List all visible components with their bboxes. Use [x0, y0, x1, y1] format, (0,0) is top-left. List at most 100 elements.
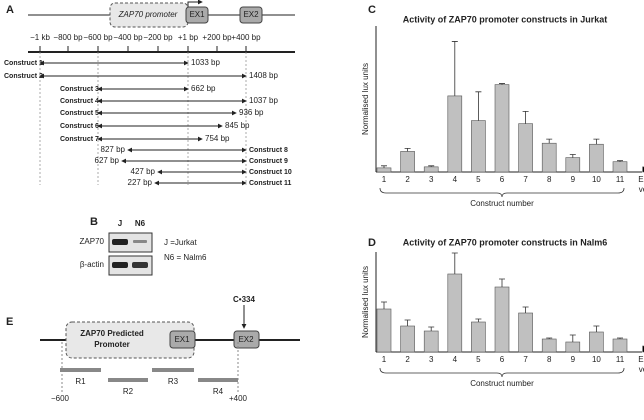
- chart-title: Activity of ZAP70 promoter constructs in…: [403, 237, 608, 247]
- construct-length: 845 bp: [225, 121, 250, 130]
- error-bar: [499, 278, 505, 287]
- bar: [376, 167, 392, 173]
- site-label: C•334: [233, 295, 255, 304]
- bar: [423, 166, 439, 173]
- brace: [379, 187, 625, 198]
- error-bar: [522, 110, 529, 124]
- construct-name: Construct 2: [4, 73, 43, 80]
- scale-label: −600 bp: [83, 33, 113, 42]
- construct-length: 662 bp: [191, 84, 216, 93]
- scale-label: +200 bp: [202, 33, 232, 42]
- text-line: Promoter: [94, 340, 130, 349]
- scale-label: −1 kb: [30, 33, 50, 42]
- region: [152, 368, 194, 372]
- error-bar: [475, 318, 482, 322]
- exon: [239, 6, 263, 24]
- bar: [423, 330, 439, 353]
- error-bar: [569, 154, 576, 158]
- error-bar: [451, 252, 458, 274]
- error-bar: [569, 334, 576, 342]
- x-tick-label: 4: [453, 355, 458, 364]
- region: [198, 378, 238, 382]
- bar: [518, 312, 533, 353]
- error-bar: [593, 325, 600, 332]
- error-bar: [381, 301, 387, 309]
- construct-name: Construct 6: [60, 123, 99, 130]
- exon-label: EX2: [243, 10, 259, 19]
- construct-name: Construct 4: [60, 98, 99, 105]
- x-tick-label: 8: [547, 355, 552, 364]
- x-tick-label: 7: [523, 355, 528, 364]
- x-tick-label: 1: [382, 175, 387, 184]
- x-tick-label: 11: [616, 175, 625, 184]
- region-label: R2: [123, 387, 134, 396]
- chart-title: Activity of ZAP70 promoter constructs in…: [403, 14, 608, 24]
- bar: [400, 151, 415, 173]
- panel-label: C: [368, 4, 376, 16]
- error-bar: [522, 306, 529, 313]
- x-tick-label: 10: [592, 175, 601, 184]
- exon-label: EX1: [174, 335, 190, 344]
- x-tick-label: 1: [382, 355, 387, 364]
- x-tick-label: Emptyvector: [638, 175, 644, 194]
- blot-frame: [108, 255, 153, 276]
- row-label: ZAP70: [80, 237, 105, 246]
- bar: [518, 123, 533, 173]
- region-label: R3: [168, 377, 179, 386]
- bar: [612, 338, 628, 353]
- scale-label: −200 bp: [143, 33, 173, 42]
- error-bar: [404, 319, 411, 326]
- error-bar: [617, 337, 623, 339]
- construct-name: Construct 8: [249, 147, 288, 154]
- construct-name: Construct 7: [60, 136, 99, 143]
- construct-length: 827 bp: [101, 145, 126, 154]
- construct-length: 627 bp: [95, 156, 120, 165]
- bar: [642, 166, 644, 173]
- x-axis-label: Construct number: [470, 379, 534, 388]
- text-line: ZAP70 Predicted: [80, 329, 144, 338]
- error-bar: [428, 326, 435, 331]
- x-tick-label: 2: [405, 175, 410, 184]
- band: [133, 240, 147, 243]
- error-bar: [546, 337, 553, 339]
- text-line: Empty: [638, 175, 644, 184]
- bar: [376, 308, 392, 353]
- blot-legend: N6 = Nalm6: [164, 253, 207, 262]
- exon: [185, 6, 209, 24]
- text-line: vector: [639, 185, 644, 194]
- x-tick-label: 9: [571, 355, 576, 364]
- x-tick-label: 6: [500, 175, 505, 184]
- blot-frame: [108, 232, 153, 253]
- band: [132, 262, 148, 268]
- x-tick-label: 2: [405, 355, 410, 364]
- x-tick-label: 5: [476, 355, 481, 364]
- construct-length: 1037 bp: [249, 96, 278, 105]
- bar: [471, 321, 486, 353]
- row-label: β-actin: [80, 260, 104, 269]
- error-bar: [617, 160, 623, 162]
- error-bar: [593, 138, 600, 145]
- bar: [541, 338, 557, 353]
- x-tick-label: 7: [523, 175, 528, 184]
- bar: [565, 157, 581, 173]
- x-tick-label: 3: [429, 175, 434, 184]
- error-bar: [499, 83, 505, 85]
- scale-label: −800 bp: [53, 33, 83, 42]
- x-tick-label: 10: [592, 355, 601, 364]
- construct-length: 1408 bp: [249, 71, 278, 80]
- construct-length: 1033 bp: [191, 58, 220, 67]
- tss-arrow: [187, 0, 203, 7]
- construct-length: 427 bp: [131, 167, 156, 176]
- region: [108, 378, 148, 382]
- bar: [447, 273, 463, 353]
- panel-label: A: [6, 4, 14, 16]
- exon-label: EX1: [189, 10, 205, 19]
- bar: [642, 345, 644, 353]
- region-label: R4: [213, 387, 224, 396]
- lane-label: J: [118, 219, 122, 228]
- construct-length: 936 bp: [239, 108, 264, 117]
- promoter-label: ZAP70 Predicted Promoter: [80, 329, 144, 349]
- construct-length: 754 bp: [205, 134, 230, 143]
- promoter-label: ZAP70 promoter: [118, 10, 178, 19]
